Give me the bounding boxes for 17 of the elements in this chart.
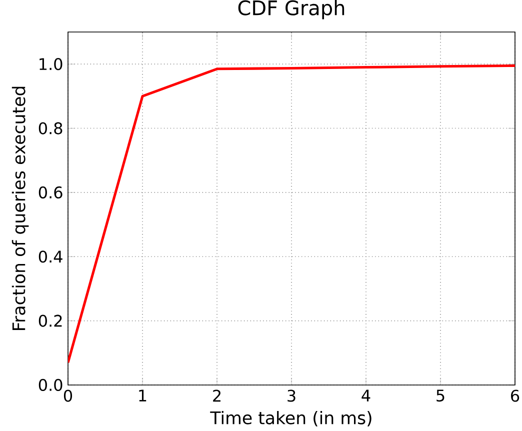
- y-tick-label: 0.0: [38, 378, 62, 392]
- y-tick-label: 0.6: [38, 186, 62, 198]
- x-tick-label: 6: [511, 390, 520, 402]
- x-tick-label: 0: [64, 390, 72, 402]
- y-axis-title: Fraction of queries executed: [12, 86, 29, 330]
- x-axis-title: Time taken (in ms): [210, 410, 372, 426]
- x-tick-label: 5: [436, 390, 444, 402]
- y-tick-label: 1.0: [40, 58, 62, 70]
- y-tick-label: 0.2: [38, 314, 62, 327]
- x-tick-label: 4: [362, 390, 370, 402]
- x-tick-label: 2: [213, 390, 220, 402]
- chart-title: CDF Graph: [238, 0, 344, 20]
- y-tick-label: 0.8: [38, 122, 62, 134]
- line-series: [68, 64, 515, 364]
- x-tick-label: 1: [139, 390, 146, 402]
- x-tick-label: 3: [288, 390, 296, 402]
- y-tick-label: 0.4: [38, 250, 62, 263]
